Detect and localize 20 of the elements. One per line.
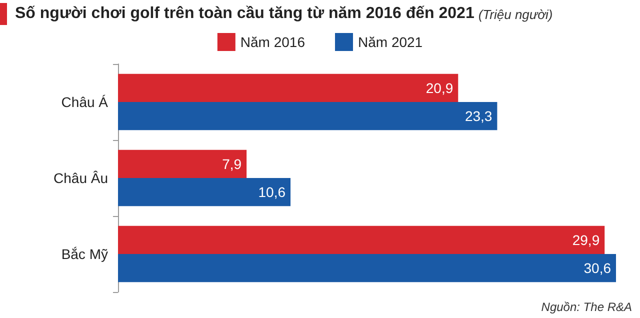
bar bbox=[118, 178, 291, 206]
text: Nguồn: The R&A bbox=[541, 300, 632, 314]
bar bbox=[118, 74, 458, 102]
data-label: 29,9 bbox=[572, 232, 600, 248]
bar bbox=[118, 150, 247, 178]
y-tick-label: Châu Âu bbox=[54, 170, 108, 186]
data-label: 10,6 bbox=[258, 184, 286, 200]
data-label: 30,6 bbox=[584, 260, 612, 276]
bar bbox=[118, 254, 616, 282]
data-label: 20,9 bbox=[426, 80, 454, 96]
legend-label: Năm 2016 bbox=[240, 34, 306, 50]
data-label: 23,3 bbox=[464, 108, 492, 124]
bar bbox=[118, 226, 605, 254]
chart-subtitle: (Triệu người) bbox=[478, 6, 553, 22]
bar bbox=[118, 102, 498, 130]
data-label: 7,9 bbox=[222, 156, 242, 172]
chart-title: Số người chơi golf trên toàn cầu tăng từ năm 2016 đến 2021 bbox=[15, 5, 474, 23]
y-tick-label: Bắc Mỹ bbox=[61, 246, 108, 262]
y-tick-label: Châu Á bbox=[61, 94, 109, 110]
legend-label: Năm 2021 bbox=[358, 34, 423, 50]
